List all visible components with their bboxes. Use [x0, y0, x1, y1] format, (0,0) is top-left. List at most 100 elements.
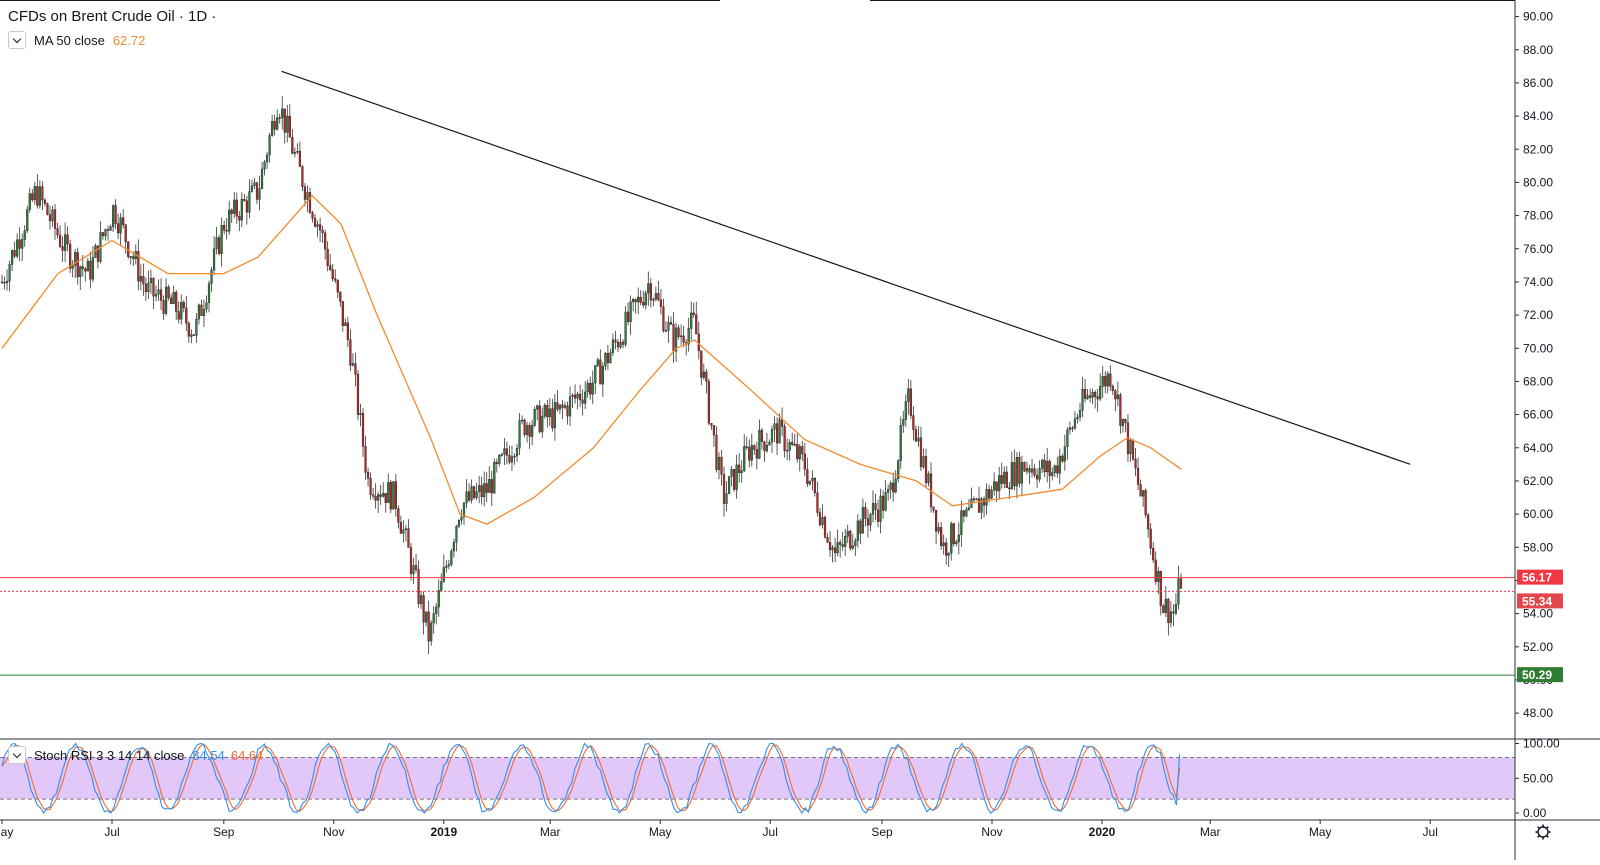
candle-body — [79, 266, 82, 278]
candle-body — [551, 408, 554, 429]
candle-body — [995, 481, 998, 492]
candle — [1101, 365, 1104, 398]
ma-legend[interactable]: MA 50 close 62.72 — [8, 31, 145, 49]
candle-body — [859, 520, 862, 534]
candle-body — [1114, 390, 1117, 400]
candle — [1147, 512, 1150, 538]
chevron-down-icon[interactable] — [8, 746, 26, 764]
candle-body — [924, 456, 928, 484]
candle — [175, 289, 178, 321]
price-tick-label: 66.00 — [1523, 408, 1553, 422]
candle — [89, 251, 92, 289]
time-tick-label: Jul — [763, 825, 778, 839]
candle — [813, 477, 817, 497]
candle-body — [74, 252, 77, 266]
candle-body — [765, 445, 769, 452]
candle — [366, 467, 370, 487]
candle — [526, 421, 529, 443]
candle — [498, 453, 501, 467]
candle-body — [1101, 376, 1104, 387]
candle — [632, 297, 635, 312]
candle — [849, 529, 852, 551]
time-tick-label: Nov — [981, 825, 1002, 839]
price-tick-label: 60.00 — [1523, 507, 1553, 521]
candle — [596, 357, 599, 368]
time-tick-label: Mar — [540, 825, 561, 839]
candle — [265, 151, 269, 169]
candle — [950, 521, 953, 561]
candle — [609, 348, 612, 364]
candle — [533, 406, 536, 428]
candle-body — [33, 186, 36, 201]
candle — [796, 433, 799, 463]
candle — [637, 287, 640, 315]
candle — [1119, 392, 1122, 434]
candle — [349, 329, 352, 372]
candle — [1179, 573, 1183, 590]
candle-body — [546, 405, 549, 418]
candle-body — [950, 523, 953, 554]
candle — [356, 370, 360, 420]
candle — [705, 368, 708, 394]
candle — [801, 441, 804, 461]
price-tick-label: 84.00 — [1523, 109, 1553, 123]
candle — [276, 109, 279, 131]
candle — [884, 480, 887, 512]
candle-body — [773, 423, 776, 430]
candle-body — [334, 278, 337, 281]
candle-body — [1129, 440, 1132, 455]
candle — [1083, 379, 1087, 403]
candle — [329, 254, 332, 272]
candle — [788, 439, 791, 461]
candle-body — [1169, 611, 1172, 623]
candle-body — [563, 405, 567, 408]
candle — [359, 403, 362, 427]
candle — [1073, 411, 1077, 430]
candle — [114, 199, 117, 230]
gear-icon[interactable] — [1535, 824, 1551, 840]
candle-body — [1104, 376, 1107, 387]
price-badge — [1517, 667, 1563, 683]
candle-body — [258, 188, 261, 200]
candle — [235, 192, 238, 224]
candle-body — [419, 595, 423, 604]
candle — [1013, 449, 1016, 491]
chevron-down-icon[interactable] — [8, 31, 26, 49]
candle — [313, 213, 317, 228]
candle — [159, 278, 163, 310]
candle — [1099, 373, 1102, 402]
candle-body — [816, 492, 819, 513]
price-tick-label: 52.00 — [1523, 640, 1553, 654]
candle-body — [639, 296, 642, 303]
candle — [803, 442, 806, 477]
candle — [364, 435, 367, 480]
candle-body — [899, 424, 902, 461]
candle — [432, 606, 435, 634]
price-tick-label: 62.00 — [1523, 474, 1553, 488]
candle-body — [243, 198, 246, 201]
candle — [667, 315, 670, 343]
candle — [548, 398, 551, 427]
candle-body — [836, 542, 839, 554]
rsi-legend[interactable]: Stoch RSI 3 3 14 14 close 84.54 64.64 — [8, 746, 263, 764]
candle — [1008, 482, 1011, 500]
candle-body — [467, 491, 471, 501]
candle-body — [985, 489, 988, 506]
candle-body — [379, 494, 382, 497]
candle — [604, 351, 607, 371]
candle-body — [775, 423, 779, 444]
candle-body — [662, 306, 665, 332]
candle — [786, 438, 789, 461]
candle-body — [31, 193, 34, 201]
candle-body — [780, 419, 784, 427]
candle-body — [710, 423, 713, 426]
candle — [1015, 452, 1018, 499]
candle-body — [106, 229, 110, 231]
candle — [190, 329, 193, 344]
candle — [972, 496, 976, 503]
candle — [200, 299, 203, 317]
candle-body — [475, 491, 478, 498]
candle-body — [1043, 459, 1046, 473]
candle-body — [142, 276, 145, 285]
